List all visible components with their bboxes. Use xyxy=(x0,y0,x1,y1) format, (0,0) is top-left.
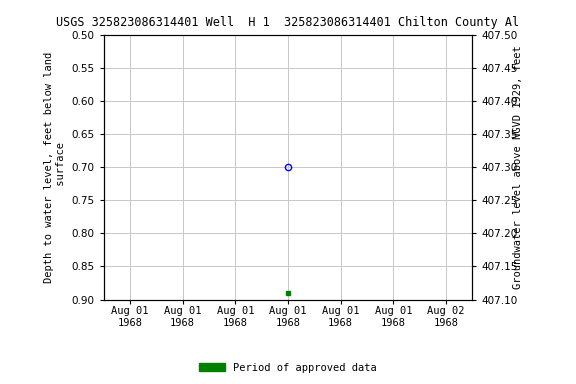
Legend: Period of approved data: Period of approved data xyxy=(195,359,381,377)
Title: USGS 325823086314401 Well  H 1  325823086314401 Chilton County Al: USGS 325823086314401 Well H 1 3258230863… xyxy=(56,16,520,29)
Y-axis label: Depth to water level, feet below land
 surface: Depth to water level, feet below land su… xyxy=(44,51,66,283)
Y-axis label: Groundwater level above NGVD 1929, feet: Groundwater level above NGVD 1929, feet xyxy=(513,45,523,289)
